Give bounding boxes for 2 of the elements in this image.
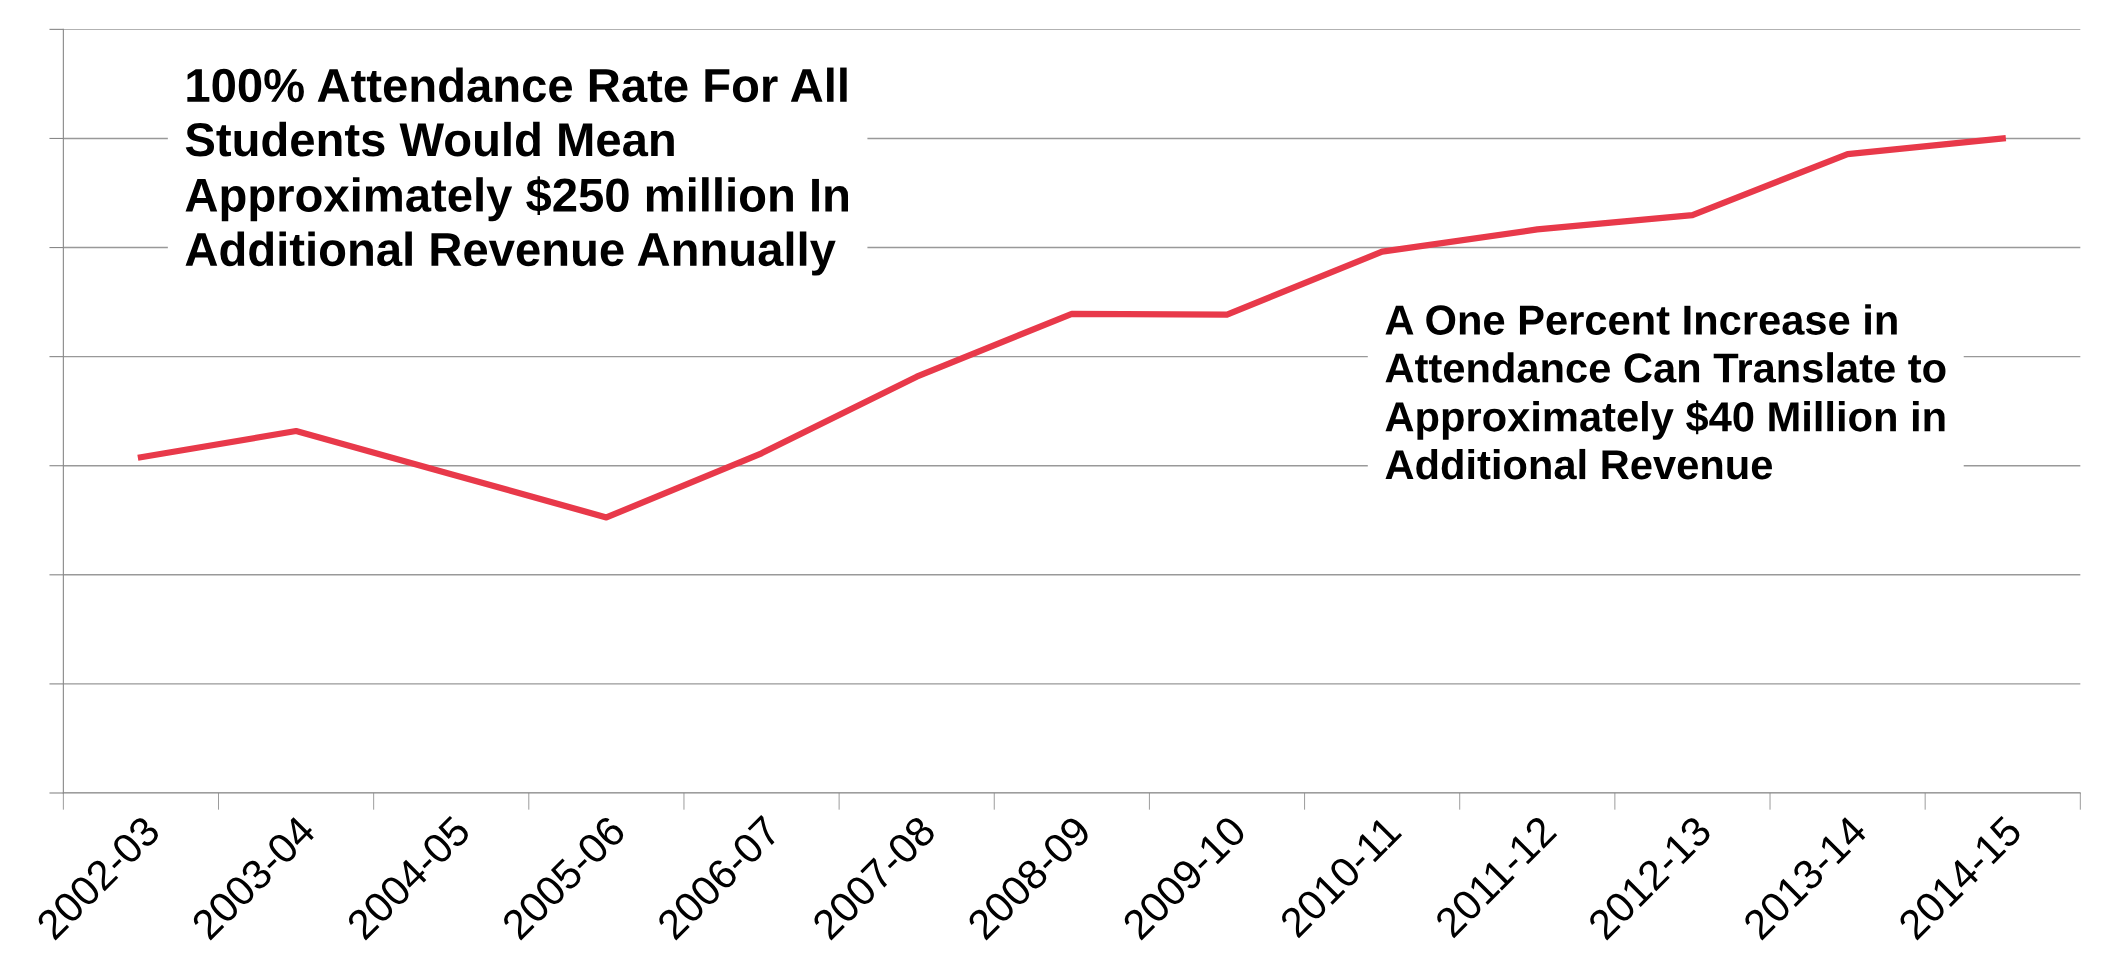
annotation: A One Percent Increase in Attendance Can Translate to Approximately $40 Million in Additional Revenue: [1385, 304, 1946, 480]
annotation: 100% Attendance Rate For All Students Would Mean Approximately $250 million In Additional Revenue Annually: [185, 67, 849, 276]
